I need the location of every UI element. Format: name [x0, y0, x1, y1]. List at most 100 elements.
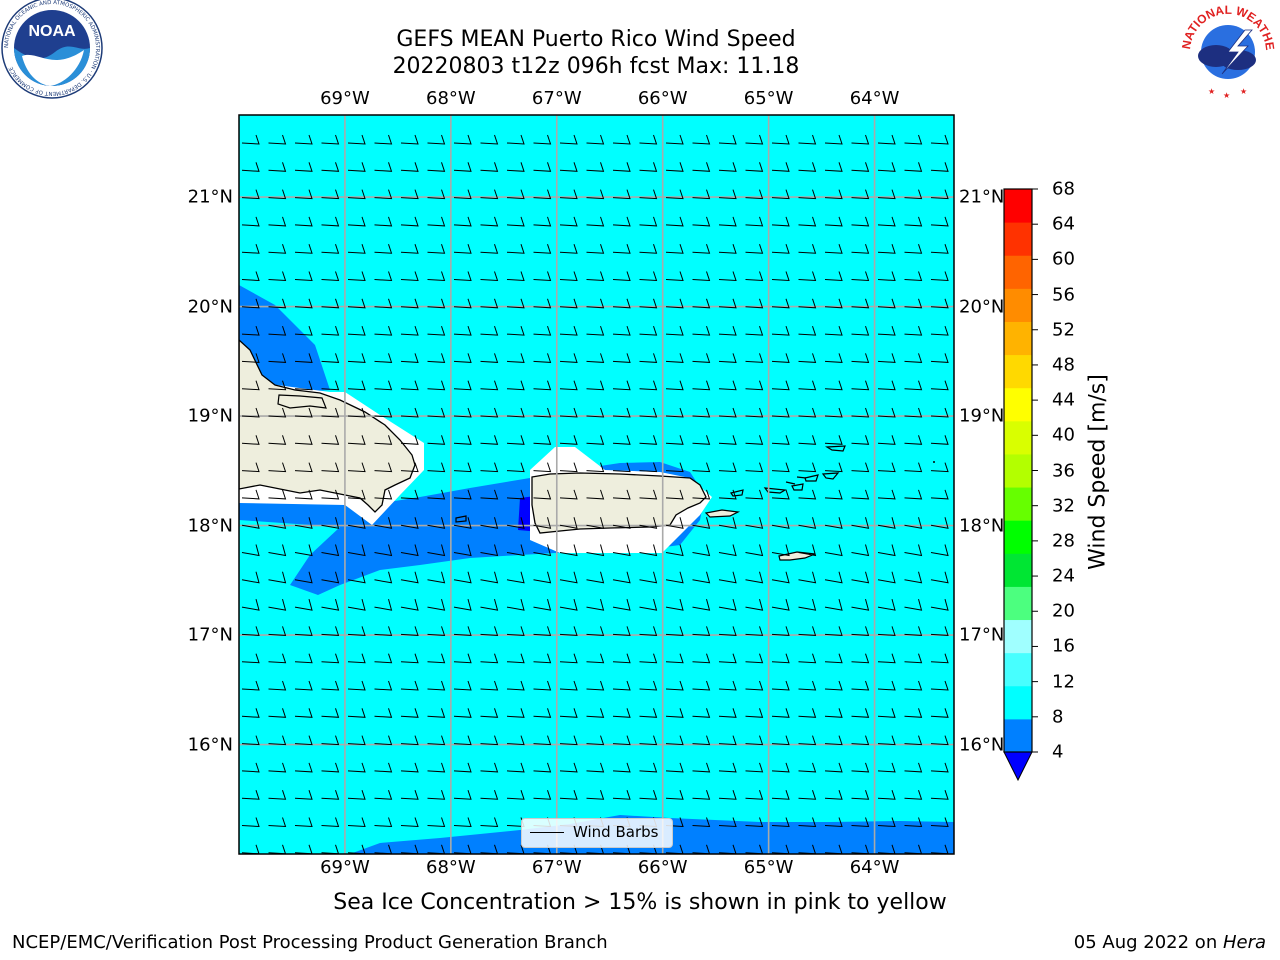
wind-barb: [480, 517, 499, 529]
wind-barb: [400, 189, 419, 200]
wind-barb: [904, 462, 923, 473]
wind-barb: [745, 735, 764, 746]
wind-barb: [321, 244, 340, 254]
wind-barb: [427, 271, 446, 282]
wind-barb: [427, 216, 446, 227]
wind-barb: [745, 244, 764, 254]
wind-barb: [586, 216, 605, 227]
wind-barb: [798, 653, 817, 664]
wind-barb: [480, 271, 499, 282]
wind-barb: [771, 735, 790, 746]
wind-barb: [586, 680, 605, 691]
wind-barb: [824, 407, 843, 418]
map-legend: Wind Barbs: [521, 818, 673, 848]
wind-barb: [824, 544, 843, 557]
wind-barb: [745, 325, 764, 336]
wind-barb: [321, 544, 340, 557]
wind-barb: [453, 544, 472, 557]
colorbar-tick: 36: [1052, 460, 1075, 481]
wind-barb: [374, 435, 393, 445]
wind-barb: [718, 489, 737, 500]
wind-barb: [639, 544, 658, 557]
wind-barb: [639, 298, 658, 309]
wind-barb: [480, 762, 499, 773]
wind-barb: [877, 407, 896, 418]
chart-title-line1: GEFS MEAN Puerto Rico Wind Speed: [396, 27, 796, 52]
wind-barb: [559, 517, 578, 529]
wind-barb: [851, 571, 870, 584]
wind-barb: [241, 353, 260, 363]
wind-barb: [241, 271, 260, 282]
wind-barb: [639, 134, 658, 145]
wind-barb: [480, 189, 499, 200]
wind-barb: [241, 680, 260, 691]
wind-barb: [400, 489, 419, 500]
wind-barb: [798, 544, 817, 557]
wind-barb: [559, 489, 578, 500]
wind-barb: [506, 216, 525, 227]
wind-barb: [930, 762, 949, 773]
wind-barb: [559, 653, 578, 664]
wind-barb: [506, 544, 525, 557]
wind-barb: [374, 571, 393, 584]
wind-barb: [612, 544, 631, 557]
wind-barb: [692, 271, 711, 282]
wind-barb: [904, 216, 923, 227]
wind-barb: [427, 162, 446, 172]
wind-barb: [771, 708, 790, 718]
wind-barb: [533, 762, 552, 773]
wind-barb: [665, 134, 684, 145]
colorbar-segment: [1004, 255, 1032, 289]
lon-label: 65°W: [743, 857, 794, 878]
wind-barb: [559, 244, 578, 254]
wind-barb: [692, 571, 711, 584]
wind-barb: [930, 162, 949, 172]
colorbar-segment: [1004, 420, 1032, 455]
wind-barb: [586, 489, 605, 500]
wind-barb: [294, 216, 313, 227]
wind-barb: [480, 435, 499, 445]
wind-barb: [798, 189, 817, 200]
wind-barb: [930, 489, 949, 500]
wind-barb: [374, 325, 393, 336]
wind-barb: [400, 298, 419, 309]
wind-barb: [745, 598, 764, 611]
wind-barb: [718, 244, 737, 254]
wind-barb: [798, 708, 817, 718]
wind-barb: [268, 462, 287, 473]
wind-barb: [294, 271, 313, 282]
wind-barb: [347, 680, 366, 691]
wind-barb: [559, 735, 578, 746]
svg-text:★: ★: [1208, 87, 1215, 96]
wind-barb: [639, 271, 658, 282]
wind-barb: [877, 653, 896, 664]
wind-barb: [268, 626, 287, 636]
wind-barb: [904, 407, 923, 418]
wind-barb: [294, 298, 313, 309]
wind-barb: [321, 489, 340, 500]
wind-barb: [692, 435, 711, 445]
wind-barb: [533, 271, 552, 282]
wind-barb: [612, 407, 631, 418]
wind-barb: [665, 353, 684, 363]
wind-barb: [241, 626, 260, 636]
wind-barb: [453, 380, 472, 391]
island-detail-hispaniola-bay: [277, 394, 327, 409]
wind-barb: [798, 489, 817, 500]
wind-barb: [665, 244, 684, 254]
island-vieques: [704, 509, 741, 518]
wind-barb: [798, 626, 817, 636]
wind-barb: [851, 407, 870, 418]
wind-barb: [930, 244, 949, 254]
wind-barb: [241, 134, 260, 145]
wind-barb: [771, 353, 790, 363]
wind-barb: [400, 462, 419, 473]
wind-barb: [400, 708, 419, 718]
colorbar: [1003, 188, 1038, 782]
wind-barb: [798, 571, 817, 584]
wind-barb: [851, 271, 870, 282]
wind-barb: [665, 653, 684, 664]
wind-barb: [427, 435, 446, 445]
wind-barb: [374, 298, 393, 309]
wind-barb: [851, 735, 870, 746]
